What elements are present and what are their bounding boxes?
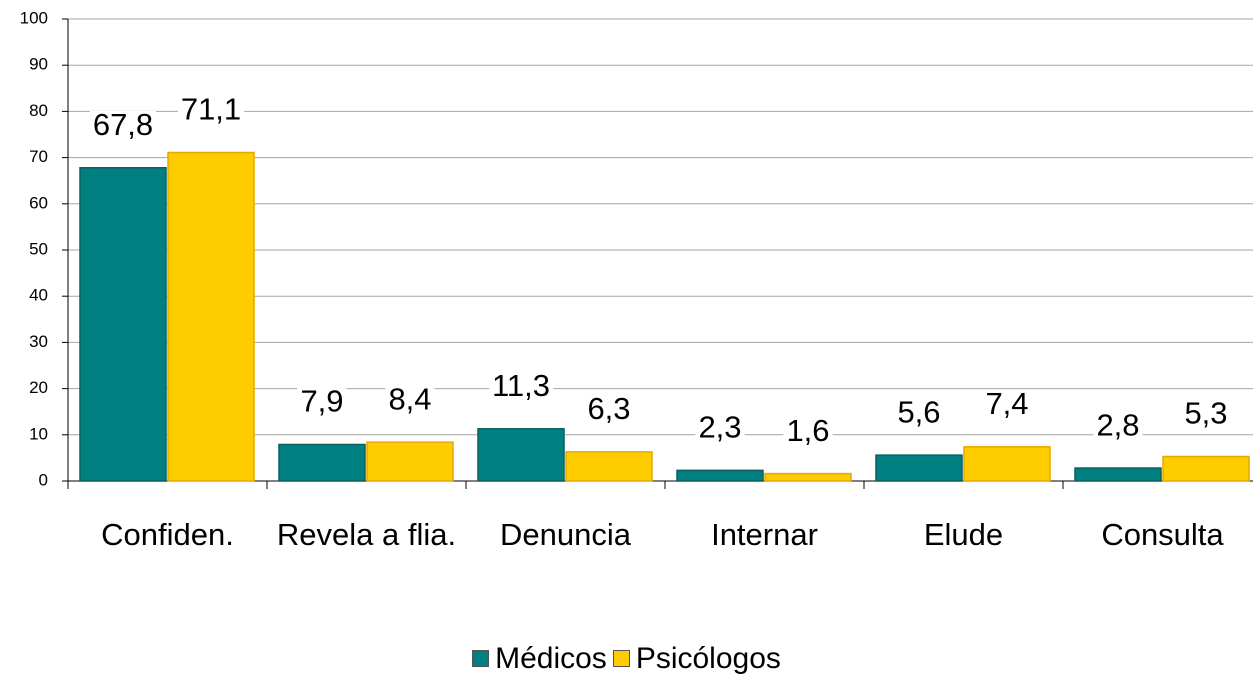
label-bg: [385, 385, 435, 413]
bar: [366, 441, 454, 482]
label-bg: [488, 371, 554, 399]
y-tick-label: 10: [29, 424, 48, 443]
y-tick-label: 50: [29, 239, 48, 258]
bar: [565, 451, 653, 482]
legend-swatch: [472, 650, 490, 667]
bar: [1162, 455, 1250, 482]
x-tick-label: Revela a flia.: [276, 517, 457, 552]
legend-swatch: [612, 650, 630, 667]
label-bg: [297, 387, 347, 415]
data-label: 7,4: [985, 386, 1028, 421]
y-tick-label: 40: [29, 286, 48, 305]
y-tick-label: 100: [20, 8, 48, 27]
y-tick-label: 60: [29, 193, 48, 212]
data-label: 6,3: [587, 391, 630, 426]
label-bg: [89, 110, 157, 138]
data-label: 2,3: [698, 410, 741, 445]
data-label: 7,9: [300, 384, 343, 419]
legend: Médicos Psicólogos: [0, 640, 1253, 675]
legend-label: Psicólogos: [635, 641, 781, 675]
label-bg: [982, 389, 1032, 417]
legend-item: Médicos: [472, 641, 607, 675]
x-tick-label: Consulta: [1101, 517, 1224, 552]
data-label: 5,6: [897, 394, 940, 429]
y-tick-label: 80: [29, 101, 48, 120]
x-tick-label: Elude: [923, 517, 1004, 552]
bar: [477, 428, 565, 482]
label-bg: [783, 416, 833, 444]
data-label: 8,4: [388, 381, 431, 416]
data-label: 67,8: [93, 107, 153, 142]
y-tick-label: 70: [29, 147, 48, 166]
label-bg: [695, 413, 745, 441]
label-bg: [177, 95, 245, 123]
label-bg: [584, 395, 634, 423]
bar: [79, 167, 167, 482]
bar: [278, 443, 366, 482]
bar: [1074, 467, 1162, 482]
label-bg: [1181, 399, 1231, 427]
data-label: 1,6: [786, 413, 829, 448]
bar: [963, 446, 1051, 482]
y-tick-label: 20: [29, 378, 48, 397]
data-label: 5,3: [1184, 396, 1227, 431]
y-tick-label: 30: [29, 332, 48, 351]
bar: [764, 472, 852, 482]
data-label: 11,3: [492, 368, 550, 403]
data-label: 71,1: [181, 92, 241, 127]
label-bg: [1093, 411, 1143, 439]
bar: [167, 151, 255, 482]
x-tick-label: Internar: [711, 517, 818, 552]
bar: [676, 469, 764, 482]
legend-item: Psicólogos: [612, 641, 781, 675]
y-tick-label: 0: [39, 470, 48, 489]
legend-label: Médicos: [495, 641, 607, 675]
x-tick-label: Denuncia: [500, 517, 631, 552]
x-tick-label: Confiden.: [101, 517, 234, 552]
bar: [875, 454, 963, 482]
label-bg: [894, 398, 944, 426]
y-tick-label: 90: [29, 55, 48, 74]
data-label: 2,8: [1096, 407, 1139, 442]
